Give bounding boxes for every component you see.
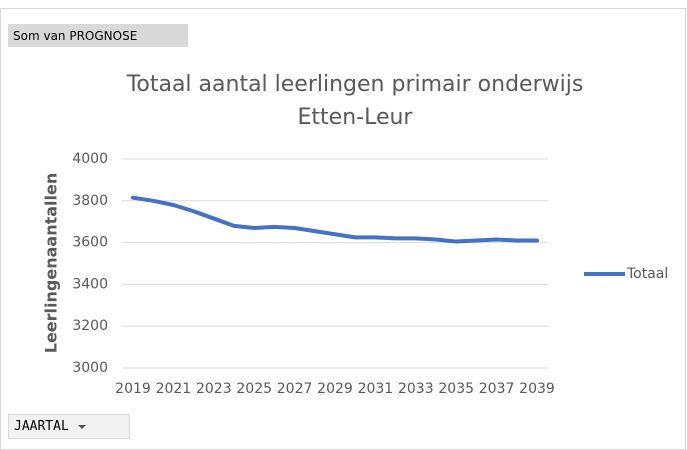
y-tick-label: 3800: [72, 193, 108, 209]
x-tick-label: 2033: [398, 381, 434, 397]
x-tick-label: 2035: [438, 381, 474, 397]
y-tick-label: 3600: [72, 235, 108, 251]
y-axis-label: Leerlingenaantallen: [42, 173, 61, 353]
y-tick-label: 3400: [72, 276, 108, 292]
x-tick-label: 2027: [277, 381, 313, 397]
x-tick-label: 2037: [479, 381, 515, 397]
x-tick-label: 2023: [196, 381, 232, 397]
y-tick-label: 3000: [72, 360, 108, 376]
x-tick-label: 2019: [115, 381, 151, 397]
dropdown-arrow: [77, 424, 86, 429]
legend-label: Totaal: [626, 266, 668, 282]
x-tick-label: 2029: [317, 381, 353, 397]
x-tick-label: 2039: [519, 381, 555, 397]
chart-title: Totaal aantal leerlingen primair onderwi…: [126, 72, 584, 130]
field-button[interactable]: Som van PROGNOSE: [8, 24, 188, 47]
x-tick-label: 2025: [236, 381, 272, 397]
y-tick-label: 3200: [72, 318, 108, 334]
data-line: [131, 195, 539, 244]
x-tick-label: 2021: [156, 381, 192, 397]
filter-button[interactable]: JAARTAL: [8, 414, 130, 439]
x-tick-label: 2031: [358, 381, 394, 397]
filter-label: JAARTAL: [14, 419, 69, 434]
y-tick-label: 4000: [72, 151, 108, 167]
